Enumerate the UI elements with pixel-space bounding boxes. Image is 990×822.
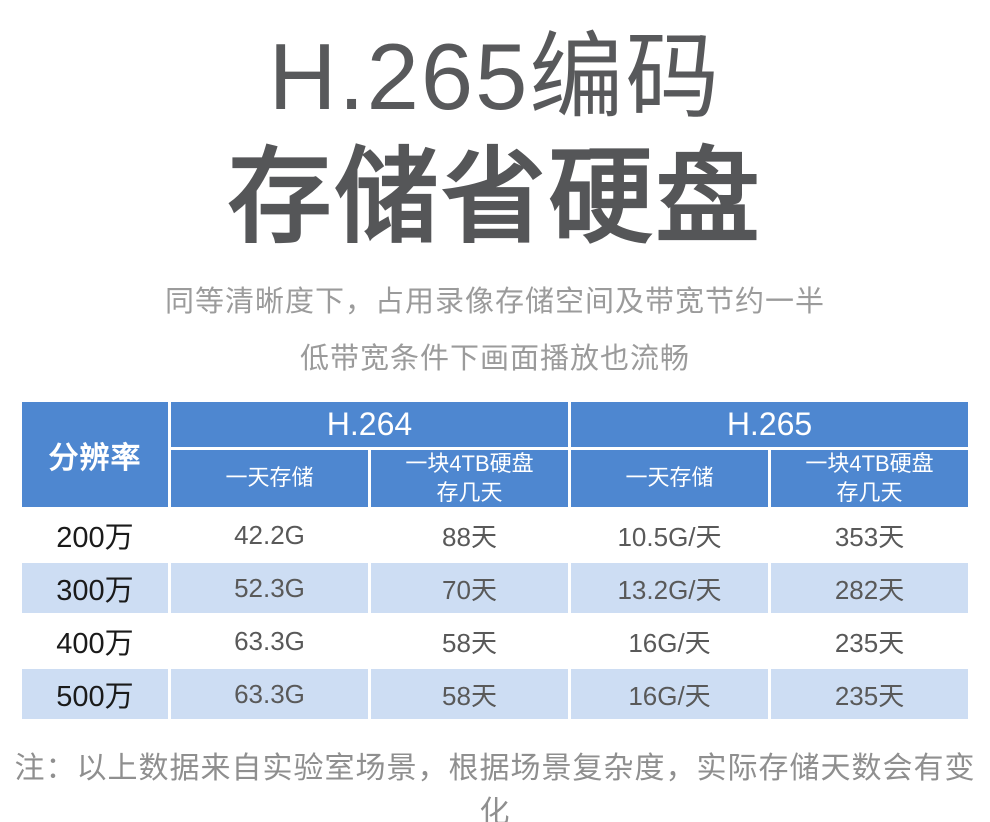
data-cell-h265-days: 235天	[767, 666, 972, 723]
hero-section: H.265编码 存储省硬盘 同等清晰度下，占用录像存储空间及带宽节约一半 低带宽…	[0, 0, 990, 374]
data-cell-h265-days: 353天	[767, 507, 972, 564]
table-header-row-subcolumns: 一天存储 一块4TB硬盘 存几天 一天存储 一块4TB硬盘 存几天	[20, 446, 972, 511]
data-cell-h265-day: 10.5G/天	[568, 507, 771, 564]
column-group-h264: H.264	[167, 399, 572, 450]
subtitle-line2: 低带宽条件下画面播放也流畅	[299, 343, 690, 375]
resolution-cell: 300万	[18, 560, 171, 617]
data-cell-h265-days: 235天	[767, 613, 972, 670]
table-row-300w: 300万 52.3G 70天 13.2G/天 282天	[18, 560, 972, 617]
table-header: 分辨率 H.264 H.265 一天存储 一块4TB硬盘 存几天 一天存储 一块…	[18, 398, 972, 511]
table-header-row-codecs: 分辨率 H.264 H.265	[18, 398, 972, 511]
data-cell-h264-days: 58天	[367, 666, 572, 723]
table-row-200w: 200万 42.2G 88天 10.5G/天 353天	[18, 507, 972, 564]
subheader-4tb-line2: 存几天	[436, 479, 503, 505]
data-cell-h264-days: 58天	[367, 613, 572, 670]
resolution-cell: 500万	[18, 666, 171, 723]
data-cell-h265-day: 13.2G/天	[568, 560, 771, 617]
subheader-4tb-line2: 存几天	[836, 479, 903, 505]
storage-comparison-table: 分辨率 H.264 H.265 一天存储 一块4TB硬盘 存几天 一天存储 一块…	[18, 398, 972, 723]
subheader-h265-4tb-days: 一块4TB硬盘 存几天	[767, 446, 972, 511]
resolution-cell: 200万	[18, 507, 171, 564]
data-cell-h264-days: 88天	[367, 507, 572, 564]
data-cell-h264-day: 52.3G	[167, 560, 371, 617]
column-header-resolution: 分辨率	[18, 398, 171, 511]
table-body: 200万 42.2G 88天 10.5G/天 353天 300万 52.3G 7…	[18, 507, 972, 723]
subheader-h264-day-storage: 一天存储	[167, 446, 371, 511]
subtitle-line1: 同等清晰度下，占用录像存储空间及带宽节约一半	[164, 286, 825, 318]
subheader-4tb-line1: 一块4TB硬盘	[405, 451, 534, 476]
data-cell-h264-days: 70天	[367, 560, 572, 617]
table-row-500w: 500万 63.3G 58天 16G/天 235天	[18, 666, 972, 723]
footnote: 注：以上数据来自实验室场景，根据场景复杂度，实际存储天数会有变化	[14, 752, 976, 822]
data-cell-h264-day: 63.3G	[167, 666, 371, 723]
main-title-line2: 存储省硬盘	[227, 140, 763, 256]
subheader-h264-4tb-days: 一块4TB硬盘 存几天	[367, 446, 572, 511]
data-cell-h265-day: 16G/天	[568, 613, 771, 670]
column-group-h265: H.265	[567, 399, 972, 450]
resolution-cell: 400万	[18, 613, 171, 670]
data-cell-h264-day: 63.3G	[167, 613, 371, 670]
data-cell-h265-day: 16G/天	[568, 666, 771, 723]
data-cell-h264-day: 42.2G	[167, 507, 371, 564]
subheader-4tb-line1: 一块4TB硬盘	[805, 451, 934, 476]
data-cell-h265-days: 282天	[767, 560, 972, 617]
subheader-h265-day-storage: 一天存储	[568, 446, 771, 511]
main-title-line1: H.265编码	[268, 24, 722, 129]
table-row-400w: 400万 63.3G 58天 16G/天 235天	[18, 613, 972, 670]
